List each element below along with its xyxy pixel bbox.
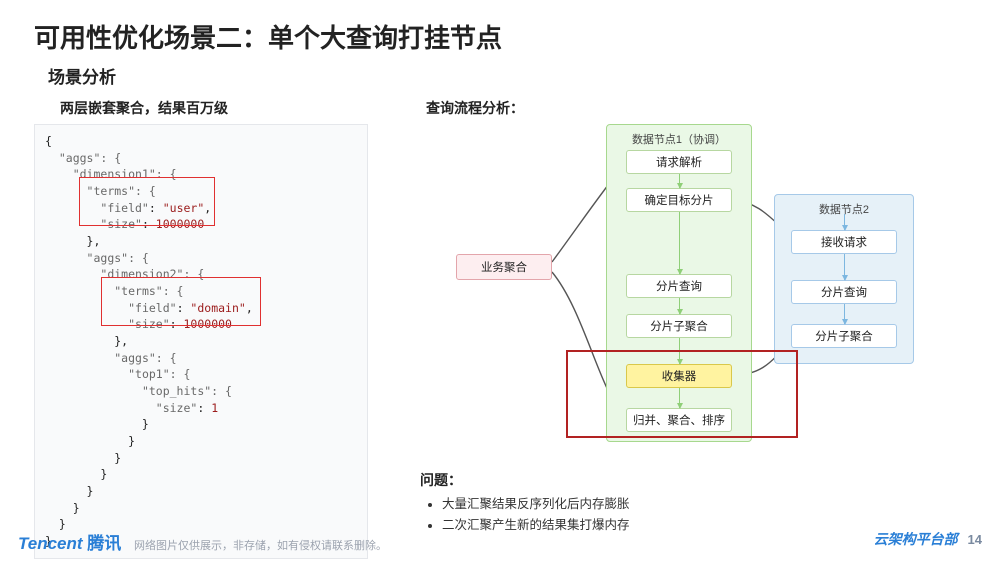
footer-note: 网络图片仅供展示，非存储，如有侵权请联系删除。 bbox=[134, 540, 387, 552]
issues-heading: 问题： bbox=[420, 470, 966, 490]
slide-title: 可用性优化场景二：单个大查询打挂节点 bbox=[34, 18, 966, 55]
right-column: 查询流程分析： 数据节点1（协调）数据节点2业务聚合请求解析确定目标分片分片查询… bbox=[420, 94, 966, 559]
flow-arrow bbox=[844, 304, 845, 324]
flow-panel-title: 数据节点1（协调） bbox=[615, 131, 743, 147]
code-block: { "aggs": { "dimension1": { "terms": { "… bbox=[34, 124, 368, 559]
flow-node: 分片查询 bbox=[791, 280, 897, 304]
brand: Tencent 腾讯 bbox=[18, 534, 126, 553]
flow-arrow bbox=[679, 298, 680, 314]
flow-highlight-box bbox=[566, 350, 798, 438]
brand-en: Tencent bbox=[18, 534, 83, 553]
flow-node: 业务聚合 bbox=[456, 254, 552, 280]
flow-node: 分片子聚合 bbox=[626, 314, 732, 338]
flowchart: 数据节点1（协调）数据节点2业务聚合请求解析确定目标分片分片查询分片子聚合收集器… bbox=[420, 124, 940, 464]
flow-caption: 查询流程分析： bbox=[426, 98, 966, 118]
code-highlight-box bbox=[101, 277, 261, 326]
flow-arrow bbox=[844, 254, 845, 280]
footer: Tencent 腾讯 网络图片仅供展示，非存储，如有侵权请联系删除。 云架构平台… bbox=[0, 529, 1000, 554]
code-highlight-box bbox=[79, 177, 215, 226]
page-number: 14 bbox=[968, 532, 982, 547]
flow-node: 确定目标分片 bbox=[626, 188, 732, 212]
code-caption: 两层嵌套聚合，结果百万级 bbox=[60, 98, 394, 118]
dept-name: 云架构平台部 bbox=[874, 531, 958, 547]
brand-cn: 腾讯 bbox=[87, 534, 121, 553]
flow-arrow bbox=[679, 212, 680, 274]
flow-arrow bbox=[844, 214, 845, 230]
flow-node: 分片子聚合 bbox=[791, 324, 897, 348]
flow-node: 请求解析 bbox=[626, 150, 732, 174]
flow-arrow bbox=[679, 174, 680, 188]
flow-node: 接收请求 bbox=[791, 230, 897, 254]
issue-item: 大量汇聚结果反序列化后内存膨胀 bbox=[442, 494, 966, 515]
section-subtitle: 场景分析 bbox=[48, 63, 966, 88]
flow-node: 分片查询 bbox=[626, 274, 732, 298]
issues-block: 问题： 大量汇聚结果反序列化后内存膨胀二次汇聚产生新的结果集打爆内存 bbox=[420, 470, 966, 537]
footer-right: 云架构平台部 14 bbox=[874, 529, 982, 554]
left-column: 两层嵌套聚合，结果百万级 { "aggs": { "dimension1": {… bbox=[34, 94, 394, 559]
